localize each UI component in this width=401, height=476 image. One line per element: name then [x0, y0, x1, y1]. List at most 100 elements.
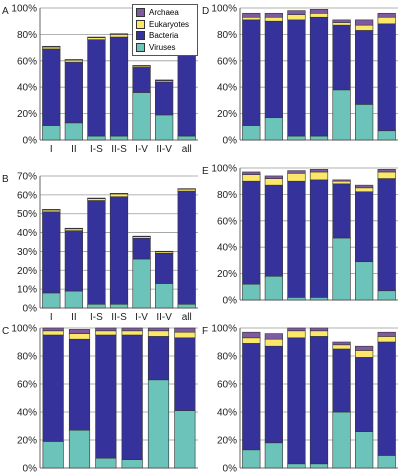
- y-tick-label: 60%: [217, 56, 237, 67]
- bar-segment-viruses-d-6: [355, 104, 374, 141]
- bar-segment-bacteria-d-4: [309, 16, 329, 137]
- x-tick-label: II-S: [111, 312, 127, 323]
- bar-segment-archaea-d-5: [332, 19, 351, 23]
- legend-label-bacteria: Bacteria: [149, 31, 179, 41]
- y-tick-label: 40%: [17, 408, 37, 419]
- bar-segment-viruses-e-1: [242, 283, 261, 301]
- bar-segment-bacteria-a-3: [87, 39, 106, 137]
- y-tick-label: 40%: [217, 408, 237, 419]
- bar-segment-bacteria-c-6: [174, 337, 196, 411]
- bar-segment-bacteria-d-3: [287, 19, 306, 137]
- panel-label-a: A: [2, 6, 9, 17]
- bar-segment-viruses-c-6: [174, 410, 196, 469]
- panel-c: C 0% 20% 40% 60% 80% 100%: [2, 324, 198, 475]
- x-tick-label: all: [182, 312, 192, 323]
- bar-segment-bacteria-e-2: [264, 184, 283, 277]
- bar-segment-bacteria-c-2: [68, 338, 91, 431]
- bar-segment-eukaryotes-a-4: [109, 34, 129, 38]
- bar-segment-eukaryotes-e-5: [332, 180, 351, 185]
- bar-segment-archaea-b-2: [64, 227, 83, 230]
- y-tick-label: 100%: [211, 324, 237, 335]
- bar-segment-archaea-d-7: [377, 12, 396, 18]
- bar-segment-bacteria-d-5: [332, 24, 351, 91]
- bar-segment-viruses-a-5: [132, 92, 151, 141]
- bar-segment-archaea-b-6: [155, 250, 174, 253]
- x-tick-label: II-V: [156, 312, 172, 323]
- bar-segment-bacteria-f-6: [355, 357, 374, 432]
- bar-segment-archaea-a-1: [42, 45, 61, 48]
- panel-label-e: E: [202, 166, 209, 177]
- bar-segment-viruses-f-7: [377, 455, 396, 469]
- x-tick-label: I: [50, 312, 53, 323]
- bar-segment-eukaryotes-f-3: [287, 330, 306, 339]
- y-tick-label: 60%: [217, 380, 237, 391]
- bar-segment-bacteria-b-5: [132, 237, 151, 260]
- bar-segment-viruses-e-6: [355, 261, 374, 301]
- bar-segment-bacteria-f-4: [309, 336, 329, 465]
- bar-segment-archaea-e-7: [377, 169, 396, 173]
- y-tick-label: 80%: [17, 30, 37, 41]
- panel-e: E 0% 20% 40% 60% 80% 100%: [202, 164, 398, 307]
- y-tick-label: 10%: [17, 285, 37, 296]
- bar-segment-viruses-d-4: [309, 135, 329, 141]
- bar-segment-bacteria-e-3: [287, 180, 306, 298]
- bar-segment-eukaryotes-d-1: [242, 16, 261, 21]
- bar-segment-archaea-b-4: [109, 193, 129, 195]
- bar-segment-bacteria-d-6: [355, 30, 374, 105]
- bar-segment-bacteria-b-3: [87, 200, 106, 305]
- bar-segment-archaea-e-3: [287, 170, 306, 174]
- y-tick-label: 0%: [223, 136, 238, 147]
- legend-label-eukaryotes: Eukaryotes: [149, 19, 190, 29]
- y-tick-label: 80%: [217, 352, 237, 363]
- bar-segment-viruses-b-3: [87, 303, 106, 309]
- panel-label-f: F: [202, 326, 208, 337]
- bar-segment-viruses-f-2: [264, 442, 283, 469]
- y-tick-label: 100%: [11, 324, 37, 335]
- x-tick-label: II-S: [111, 144, 127, 155]
- y-tick-label: 0%: [23, 136, 38, 147]
- bar-segment-bacteria-f-2: [264, 345, 283, 444]
- bar-segment-archaea-d-2: [264, 12, 283, 18]
- x-tick-label: I: [50, 144, 53, 155]
- bar-segment-viruses-d-7: [377, 130, 396, 141]
- bar-segment-viruses-a-6: [155, 114, 174, 141]
- bar-segment-bacteria-e-5: [332, 183, 351, 239]
- bar-segment-eukaryotes-d-6: [355, 24, 374, 31]
- bar-segment-bacteria-a-4: [109, 36, 129, 137]
- bar-segment-bacteria-b-6: [155, 253, 174, 284]
- bar-segment-archaea-b-5: [132, 235, 151, 238]
- bar-segment-archaea-a-4: [109, 33, 129, 35]
- y-tick-label: 0%: [223, 296, 238, 307]
- panel-d: D 0% 20% 40% 60% 80% 100%: [202, 4, 398, 147]
- legend-item-archaea: Archaea: [136, 7, 194, 19]
- panel-b: B0%10%20%30%40%50%60%70%I II I-S II-S I-V II-…: [2, 172, 198, 323]
- bar-segment-archaea-c-6: [174, 327, 196, 333]
- bar-segment-eukaryotes-c-6: [174, 331, 196, 339]
- bar-segment-viruses-e-4: [309, 297, 329, 301]
- legend-label-viruses: Viruses: [149, 42, 176, 52]
- y-tick-label: 70%: [17, 172, 37, 183]
- bar-segment-viruses-b-6: [155, 283, 174, 309]
- x-tick-label: II-V: [156, 144, 172, 155]
- bar-segment-archaea-d-3: [287, 10, 306, 15]
- bar-segment-bacteria-e-1: [242, 180, 261, 285]
- bar-segment-viruses-c-5: [147, 379, 170, 469]
- bar-segment-archaea-f-6: [355, 345, 374, 351]
- bar-segment-eukaryotes-c-3: [95, 330, 117, 336]
- y-tick-label: 100%: [211, 164, 237, 175]
- bar-segment-eukaryotes-d-3: [287, 14, 306, 21]
- bar-segment-archaea-e-4: [309, 169, 329, 173]
- bar-segment-bacteria-b-2: [64, 230, 83, 292]
- bar-segment-viruses-f-5: [332, 411, 351, 469]
- bar-segment-archaea-c-4: [121, 327, 143, 332]
- bar-segment-archaea-c-1: [42, 327, 64, 332]
- bar-segment-viruses-b-2: [64, 290, 83, 309]
- bar-segment-archaea-f-7: [377, 331, 396, 337]
- bar-segment-viruses-b-4: [109, 303, 129, 309]
- bar-segment-eukaryotes-e-6: [355, 187, 374, 193]
- bar-segment-eukaryotes-f-4: [309, 330, 329, 337]
- bar-segment-viruses-c-3: [95, 457, 117, 469]
- bar-segment-bacteria-c-1: [42, 334, 64, 442]
- bar-segment-bacteria-a-5: [132, 67, 151, 93]
